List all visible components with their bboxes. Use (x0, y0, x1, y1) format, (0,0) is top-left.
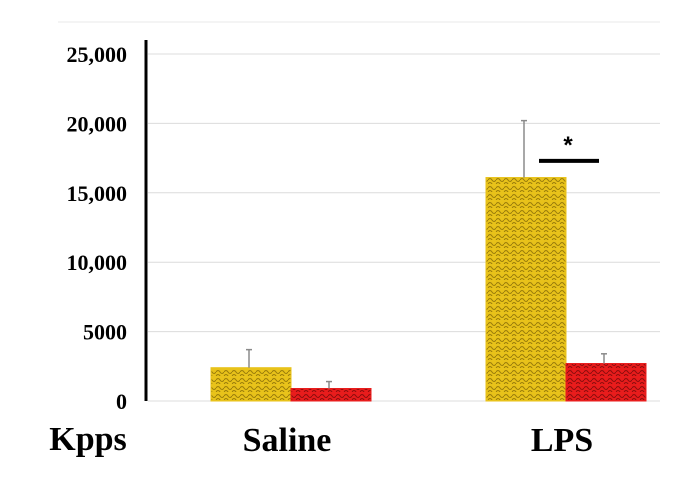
y-tick-labels: 0 5000 10,000 15,000 20,000 25,000 (67, 42, 128, 414)
x-tick-label-lps: LPS (531, 422, 593, 459)
x-tick-label-saline: Saline (243, 422, 332, 459)
bar-saline-2 (290, 388, 372, 402)
bar-lps-2 (565, 363, 647, 402)
y-tick-label: 0 (116, 389, 127, 414)
error-bars (246, 119, 607, 389)
y-tick-label: 5000 (83, 320, 127, 345)
annotations: * (539, 132, 599, 163)
y-tick-label: 15,000 (67, 181, 128, 206)
significance-star: * (563, 132, 573, 159)
y-tick-label: 25,000 (67, 42, 128, 67)
bars (210, 177, 647, 402)
bar-lps-1 (485, 177, 567, 402)
y-tick-label: 10,000 (67, 250, 128, 275)
y-tick-label: 20,000 (67, 111, 128, 136)
y-unit-label: Kpps (49, 421, 127, 458)
bar-saline-1 (210, 367, 292, 402)
x-tick-labels: Saline LPS (243, 422, 594, 459)
gridlines (58, 21, 660, 402)
